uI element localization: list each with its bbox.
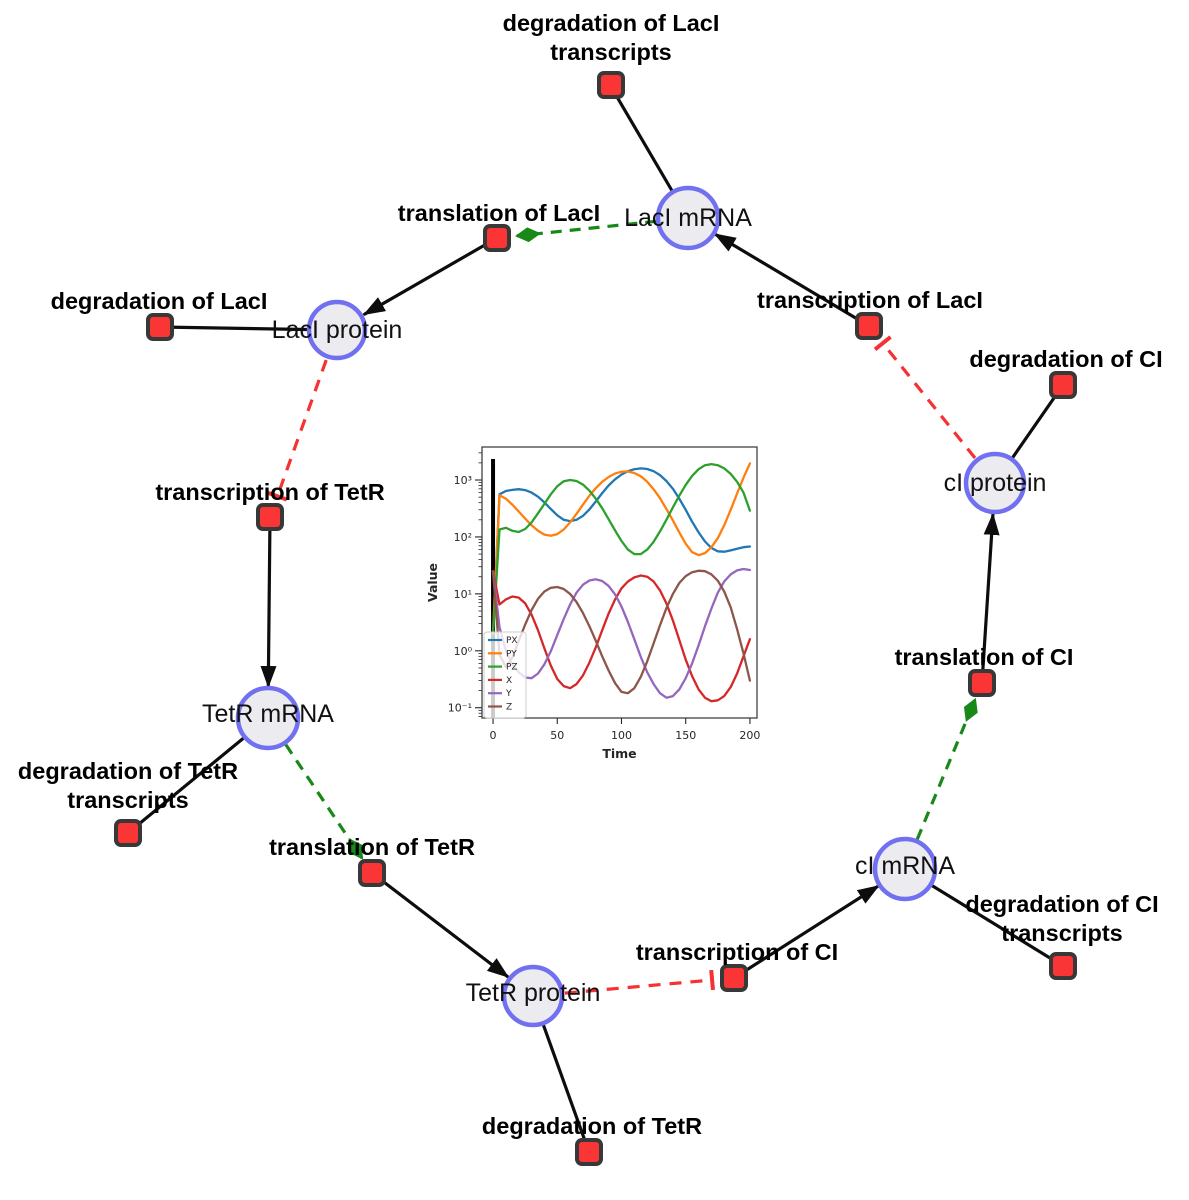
- reaction-node-degradation-ci-transcripts[interactable]: [1049, 952, 1077, 980]
- reaction-label-transcription-tetr: transcription of TetR: [155, 479, 384, 505]
- reaction-label-degradation-tetr-transcripts-2: transcripts: [67, 787, 188, 813]
- y-tick-label: 10¹: [454, 588, 472, 601]
- reaction-label-translation-laci: translation of LacI: [398, 200, 600, 226]
- species-node-ci-mrna[interactable]: [872, 836, 938, 902]
- legend-box: [483, 631, 527, 719]
- species-node-tetr-mrna[interactable]: [235, 685, 301, 751]
- species-node-tetr-protein[interactable]: [501, 964, 565, 1028]
- legend-label-px: PX: [506, 636, 518, 646]
- legend-label-z: Z: [506, 703, 512, 713]
- species-label-laci-mrna: LacI mRNA: [624, 204, 752, 232]
- y-tick-label: 10²: [454, 531, 472, 544]
- reaction-label-transcription-laci: transcription of LacI: [757, 287, 983, 313]
- edge-transcription-tetr-to-tetr-mrna[interactable]: [260, 515, 277, 688]
- reaction-node-degradation-ci[interactable]: [1049, 371, 1077, 399]
- edge-transcription-laci-to-laci-mrna[interactable]: [713, 232, 871, 328]
- reaction-label-degradation-ci: degradation of CI: [969, 346, 1162, 372]
- legend-label-py: PY: [506, 649, 517, 659]
- species-label-tetr-mrna: TetR mRNA: [202, 700, 334, 728]
- series-curve-x: [491, 570, 752, 703]
- series-curve-py: [491, 462, 752, 635]
- species-label-ci-mrna: cI mRNA: [855, 852, 955, 880]
- x-axis-title: Time: [602, 746, 636, 761]
- simulation-plot-inset: 10⁻¹ 10⁰ 10¹ 10² 10³ 0 50 100 150 200 Time Value PX P…: [423, 437, 773, 767]
- reaction-label-degradation-ci-transcripts-2: transcripts: [1001, 920, 1122, 946]
- reaction-node-transcription-tetr[interactable]: [256, 503, 284, 531]
- legend-label-pz: PZ: [506, 663, 518, 673]
- edge-laci-protein-inhibits-transcription-tetr[interactable]: [267, 359, 328, 502]
- edge-ci-protein-inhibits-transcription-laci[interactable]: [873, 335, 977, 460]
- reaction-label-degradation-laci-transcripts-2: transcripts: [550, 39, 671, 65]
- y-tick-label: 10⁰: [454, 645, 473, 658]
- reaction-label-transcription-ci: transcription of CI: [636, 939, 838, 965]
- y-axis-title: Value: [425, 563, 440, 602]
- species-label-tetr-protein: TetR protein: [466, 979, 601, 1007]
- reaction-node-transcription-laci[interactable]: [855, 312, 883, 340]
- x-tick-label: 50: [550, 729, 564, 742]
- x-tick-label: 100: [611, 729, 632, 742]
- species-node-laci-protein[interactable]: [306, 299, 368, 361]
- edge-translation-ci-to-ci-protein[interactable]: [980, 512, 1000, 685]
- reaction-node-degradation-tetr-transcripts[interactable]: [114, 819, 142, 847]
- edge-tetr-protein-inhibits-transcription-ci[interactable]: [564, 969, 715, 995]
- species-node-laci-mrna[interactable]: [655, 185, 721, 251]
- series-curve-y: [491, 567, 752, 699]
- series-curve-px: [491, 467, 752, 635]
- y-tick-label: 10⁻¹: [448, 702, 472, 715]
- simulation-plot: 10⁻¹ 10⁰ 10¹ 10² 10³ 0 50 100 150 200 Time Value PX P…: [425, 446, 760, 761]
- edge-tetr-mrna-modifier-translation-tetr[interactable]: [284, 743, 364, 860]
- edge-transcription-ci-to-ci-mrna[interactable]: [732, 884, 880, 980]
- edge-laci-mrna-modifier-translation-laci[interactable]: [515, 219, 657, 243]
- y-tick-label: 10³: [454, 474, 472, 487]
- edge-translation-laci-to-laci-protein[interactable]: [362, 236, 499, 316]
- reaction-node-transcription-ci[interactable]: [720, 964, 748, 992]
- reaction-label-degradation-laci-transcripts-1: degradation of LacI: [503, 10, 720, 36]
- x-tick-label: 200: [739, 729, 760, 742]
- reaction-node-degradation-laci[interactable]: [146, 313, 174, 341]
- species-node-ci-protein[interactable]: [963, 451, 1027, 515]
- reaction-label-degradation-tetr: degradation of TetR: [482, 1113, 702, 1139]
- edge-ci-mrna-modifier-translation-ci[interactable]: [915, 697, 978, 841]
- reaction-label-degradation-ci-transcripts-1: degradation of CI: [965, 891, 1158, 917]
- x-tick-label: 150: [675, 729, 696, 742]
- plot-frame: [481, 446, 758, 719]
- edge-translation-tetr-to-tetr-protein[interactable]: [370, 871, 510, 979]
- reaction-label-degradation-tetr-transcripts-1: degradation of TetR: [18, 758, 238, 784]
- reaction-label-translation-ci: translation of CI: [895, 644, 1074, 670]
- reaction-label-translation-tetr: translation of TetR: [269, 834, 475, 860]
- reaction-node-degradation-tetr[interactable]: [575, 1138, 603, 1166]
- species-label-laci-protein: LacI protein: [272, 316, 403, 344]
- reaction-node-translation-ci[interactable]: [968, 669, 996, 697]
- reaction-node-degradation-laci-transcripts[interactable]: [597, 71, 625, 99]
- legend-label-y: Y: [505, 689, 512, 699]
- series-curve-pz: [491, 462, 752, 635]
- reaction-node-translation-tetr[interactable]: [358, 859, 386, 887]
- x-tick-label: 0: [490, 729, 497, 742]
- reaction-label-degradation-laci: degradation of LacI: [51, 288, 268, 314]
- reaction-node-translation-laci[interactable]: [483, 224, 511, 252]
- series-curve-z: [491, 569, 752, 695]
- legend-label-x: X: [506, 676, 512, 686]
- species-label-ci-protein: cI protein: [944, 469, 1047, 497]
